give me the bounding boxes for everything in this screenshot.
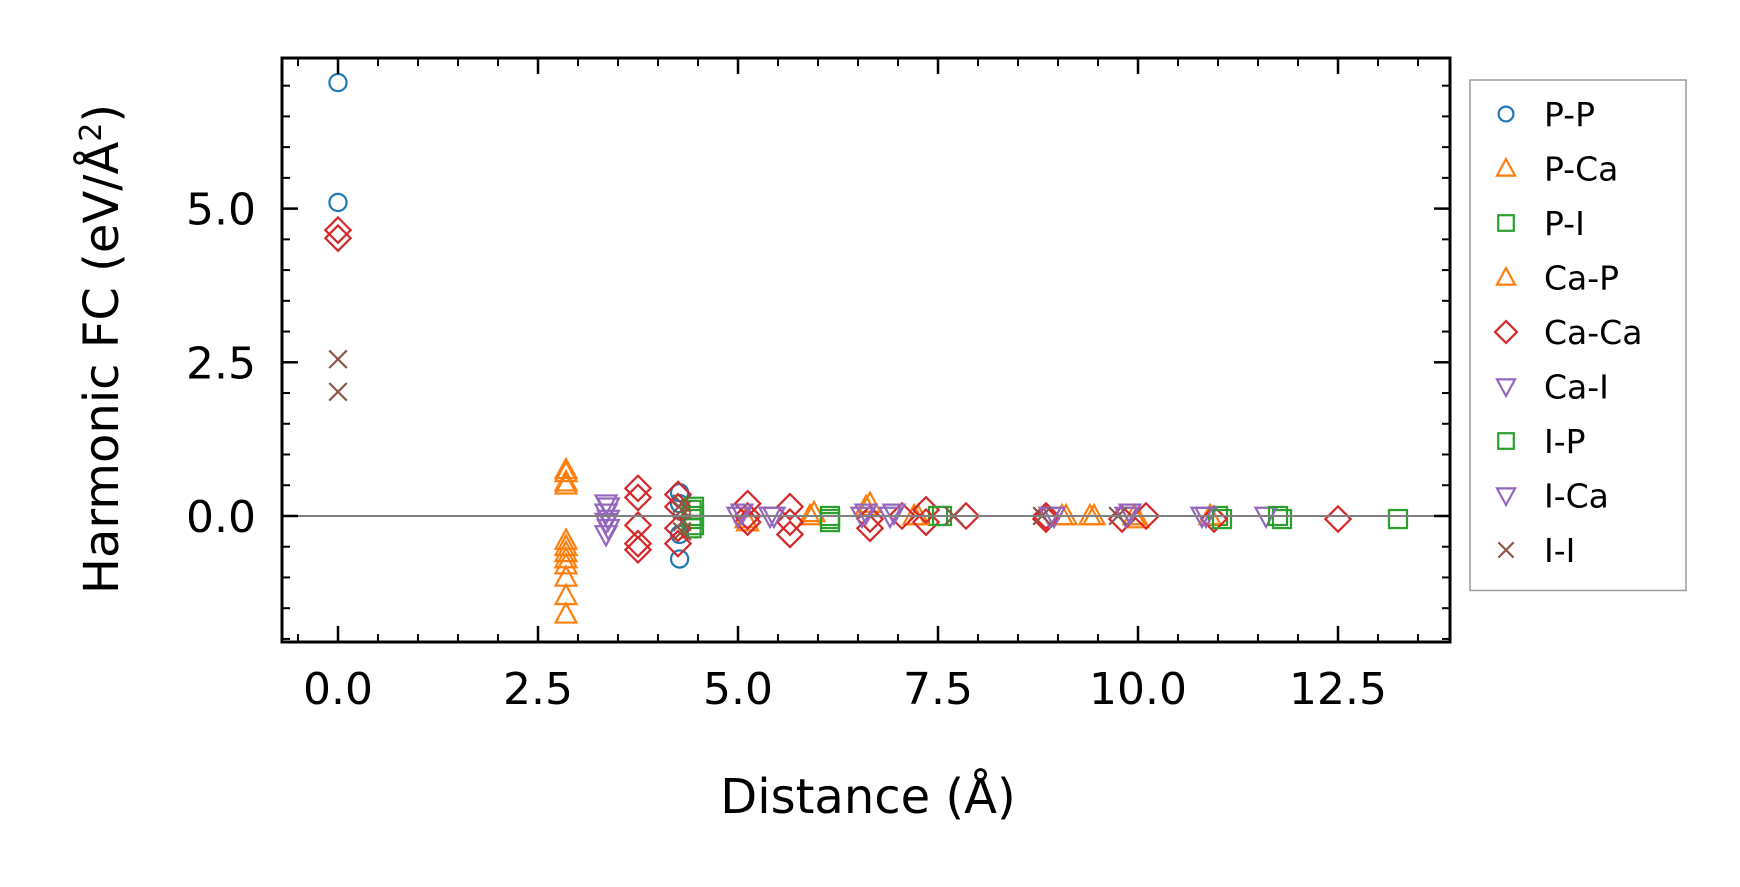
data-point-i-ca xyxy=(1041,506,1067,530)
data-point-i-ca xyxy=(761,506,787,530)
legend-marker-i-i xyxy=(1497,541,1515,559)
data-point-i-i xyxy=(672,494,692,514)
data-point-ca-p xyxy=(797,502,823,526)
data-point-i-ca xyxy=(1117,503,1143,527)
data-point-ca-ca xyxy=(323,215,353,245)
data-point-ca-p xyxy=(553,471,579,495)
data-point-ca-ca xyxy=(887,501,917,531)
x-axis-title: Distance (Å) xyxy=(720,768,1015,825)
legend-label-ca-ca: Ca-Ca xyxy=(1544,313,1642,352)
data-point-ca-ca xyxy=(1199,504,1229,534)
y-axis-title: Harmonic FC (eV/Å2) xyxy=(73,104,130,594)
y-axis-title-close: ) xyxy=(74,104,130,123)
data-point-ca-ca xyxy=(855,514,885,543)
data-point-p-ca xyxy=(553,601,579,624)
data-point-i-ca xyxy=(881,503,907,527)
x-tick-label: 0.0 xyxy=(303,664,373,715)
data-point-ca-p xyxy=(553,533,579,557)
data-point-ca-ca xyxy=(911,507,941,537)
data-point-i-p xyxy=(819,508,841,530)
data-point-p-i xyxy=(681,518,702,539)
data-point-ca-p xyxy=(553,459,579,483)
data-point-p-i xyxy=(1271,508,1293,530)
legend-marker-p-p xyxy=(1497,105,1515,123)
legend-label-i-ca: I-Ca xyxy=(1544,477,1609,516)
data-point-ca-i xyxy=(853,503,879,527)
axes-frame xyxy=(280,56,1452,644)
data-point-ca-ca xyxy=(623,535,653,564)
data-point-ca-ca xyxy=(1323,504,1353,534)
legend-label-p-p: P-P xyxy=(1544,95,1595,134)
data-point-i-ca xyxy=(849,506,875,530)
legend-marker-ca-p xyxy=(1495,265,1517,286)
legend-marker-i-ca xyxy=(1495,487,1517,508)
data-point-p-i xyxy=(1387,508,1409,530)
data-point-p-p xyxy=(328,192,348,213)
data-point-i-i xyxy=(328,349,348,369)
data-point-ca-ca xyxy=(775,507,805,537)
legend-label-ca-p: Ca-P xyxy=(1544,259,1619,298)
data-point-i-p xyxy=(1211,508,1233,530)
data-point-ca-i xyxy=(877,506,903,530)
data-point-ca-i xyxy=(729,503,755,527)
plot-area xyxy=(323,72,1409,624)
data-point-ca-ca xyxy=(623,529,653,558)
data-point-ca-ca xyxy=(1031,504,1061,534)
legend-marker-i-p xyxy=(1497,432,1515,450)
data-point-p-p xyxy=(669,549,690,569)
series-p-p xyxy=(328,72,690,569)
data-point-ca-p xyxy=(1077,502,1103,526)
series-i-ca xyxy=(596,497,1215,542)
data-point-ca-ca xyxy=(911,495,941,525)
data-point-ca-p xyxy=(553,564,579,587)
data-point-i-ca xyxy=(725,506,751,530)
data-point-ca-ca xyxy=(323,223,353,253)
x-tick-label: 10.0 xyxy=(1089,664,1187,715)
x-tick-label: 12.5 xyxy=(1289,664,1387,715)
axes: 0.0 2.5 5.0 7.5 10.0 12.5 0.0 2.5 5.0 xyxy=(186,56,1452,715)
legend-label-p-i: P-I xyxy=(1544,204,1585,243)
x-tick-label: 2.5 xyxy=(503,664,573,715)
data-point-i-ca xyxy=(596,518,621,542)
legend-label-p-ca: P-Ca xyxy=(1544,150,1618,189)
data-point-p-p xyxy=(328,72,348,93)
data-point-ca-ca xyxy=(623,474,653,503)
y-axis-title-superscript: 2 xyxy=(74,123,109,142)
data-point-ca-ca xyxy=(663,529,693,558)
data-point-ca-ca xyxy=(1107,504,1137,534)
y-tick-label: 5.0 xyxy=(186,185,256,236)
y-axis-title-base: Harmonic FC (eV/Å xyxy=(73,142,130,595)
legend: P-P P-Ca P-I Ca-P Ca-Ca Ca-I I-P I-Ca I-I xyxy=(1469,79,1687,592)
x-tick-label: 7.5 xyxy=(903,664,973,715)
legend-label-ca-i: Ca-I xyxy=(1544,368,1609,407)
data-point-p-ca xyxy=(553,456,579,480)
data-point-i-i xyxy=(672,521,692,541)
data-point-p-ca xyxy=(801,499,827,523)
data-point-ca-i xyxy=(1253,506,1279,530)
legend-marker-ca-ca xyxy=(1493,319,1519,345)
data-point-p-ca xyxy=(553,551,579,575)
data-point-ca-ca xyxy=(623,483,653,512)
y-tick-label: 2.5 xyxy=(186,338,256,389)
data-point-ca-ca xyxy=(733,501,762,531)
data-point-i-ca xyxy=(1189,506,1215,530)
legend-label-i-i: I-I xyxy=(1544,531,1575,570)
legend-marker-p-i xyxy=(1497,214,1515,232)
data-point-ca-ca xyxy=(775,520,805,549)
legend-marker-p-ca xyxy=(1495,156,1517,177)
x-tick-label: 5.0 xyxy=(703,664,773,715)
legend-marker-ca-i xyxy=(1495,378,1517,399)
series-i-i xyxy=(328,349,1128,541)
data-point-i-i xyxy=(328,382,348,402)
data-point-ca-ca xyxy=(775,492,805,521)
y-tick-label: 0.0 xyxy=(186,492,256,543)
legend-label-i-p: I-P xyxy=(1544,422,1586,461)
data-point-i-ca xyxy=(596,497,621,521)
data-point-p-ca xyxy=(553,539,579,563)
